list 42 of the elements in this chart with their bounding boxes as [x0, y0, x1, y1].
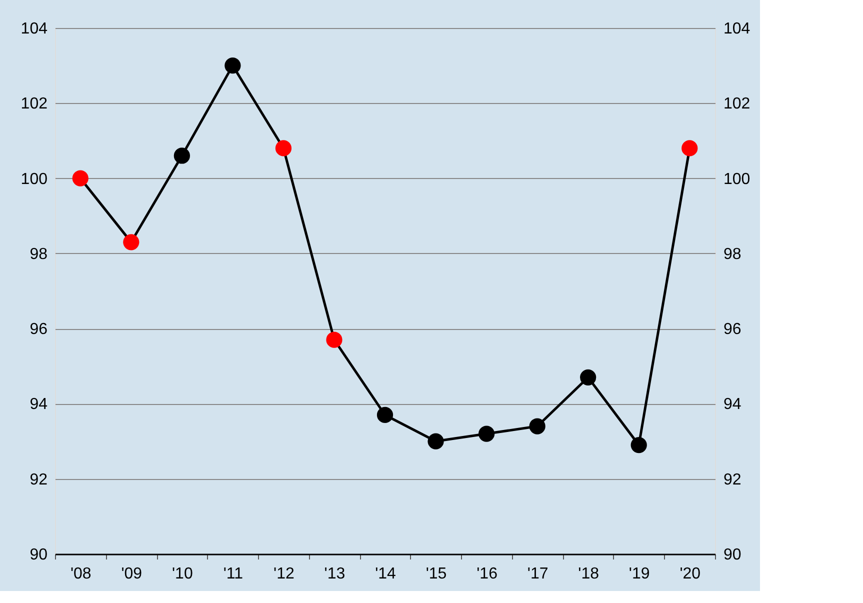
x-tick-label: '19 [628, 566, 650, 582]
y2-tick-label: 94 [724, 396, 742, 414]
point [529, 418, 546, 434]
y2-tick-label: 102 [724, 96, 750, 113]
y-tick-label: 98 [30, 246, 48, 263]
y2-tick-label: 96 [724, 321, 742, 338]
point [682, 140, 698, 156]
y2-tick-label: 104 [724, 20, 750, 38]
point [376, 406, 394, 424]
point [630, 436, 647, 454]
y-tick-label: 104 [20, 20, 48, 38]
y2-tick-label: 100 [724, 170, 750, 188]
point [123, 234, 140, 250]
y-tick-label: 102 [20, 96, 48, 113]
point [428, 433, 444, 450]
point [174, 148, 190, 164]
point [224, 58, 241, 74]
x-tick-label: '14 [375, 566, 396, 582]
y-tick-label: 90 [30, 546, 48, 564]
x-tick-label: '11 [223, 566, 244, 582]
x-tick-label: '08 [70, 566, 92, 582]
point [275, 140, 292, 156]
x-tick-label: '17 [527, 566, 548, 582]
y2-tick-label: 98 [724, 246, 742, 263]
x-tick-label: '13 [324, 566, 346, 582]
y-tick-label: 96 [30, 321, 48, 338]
x-tick-label: '15 [426, 566, 447, 582]
y-tick-label: 100 [20, 170, 48, 188]
y2-tick-label: 90 [724, 546, 742, 564]
point [326, 332, 342, 348]
point [72, 170, 88, 186]
y2-tick-label: 92 [724, 471, 742, 488]
y-tick-label: 94 [30, 396, 48, 414]
x-tick-label: '16 [476, 566, 498, 582]
point [478, 426, 495, 442]
point [580, 369, 596, 386]
x-tick-label: '18 [578, 566, 600, 582]
y-tick-label: 92 [30, 471, 48, 488]
x-tick-label: '12 [274, 566, 294, 582]
x-tick-label: '10 [172, 566, 193, 582]
x-tick-label: '09 [121, 566, 142, 582]
x-tick-label: '20 [680, 566, 701, 582]
